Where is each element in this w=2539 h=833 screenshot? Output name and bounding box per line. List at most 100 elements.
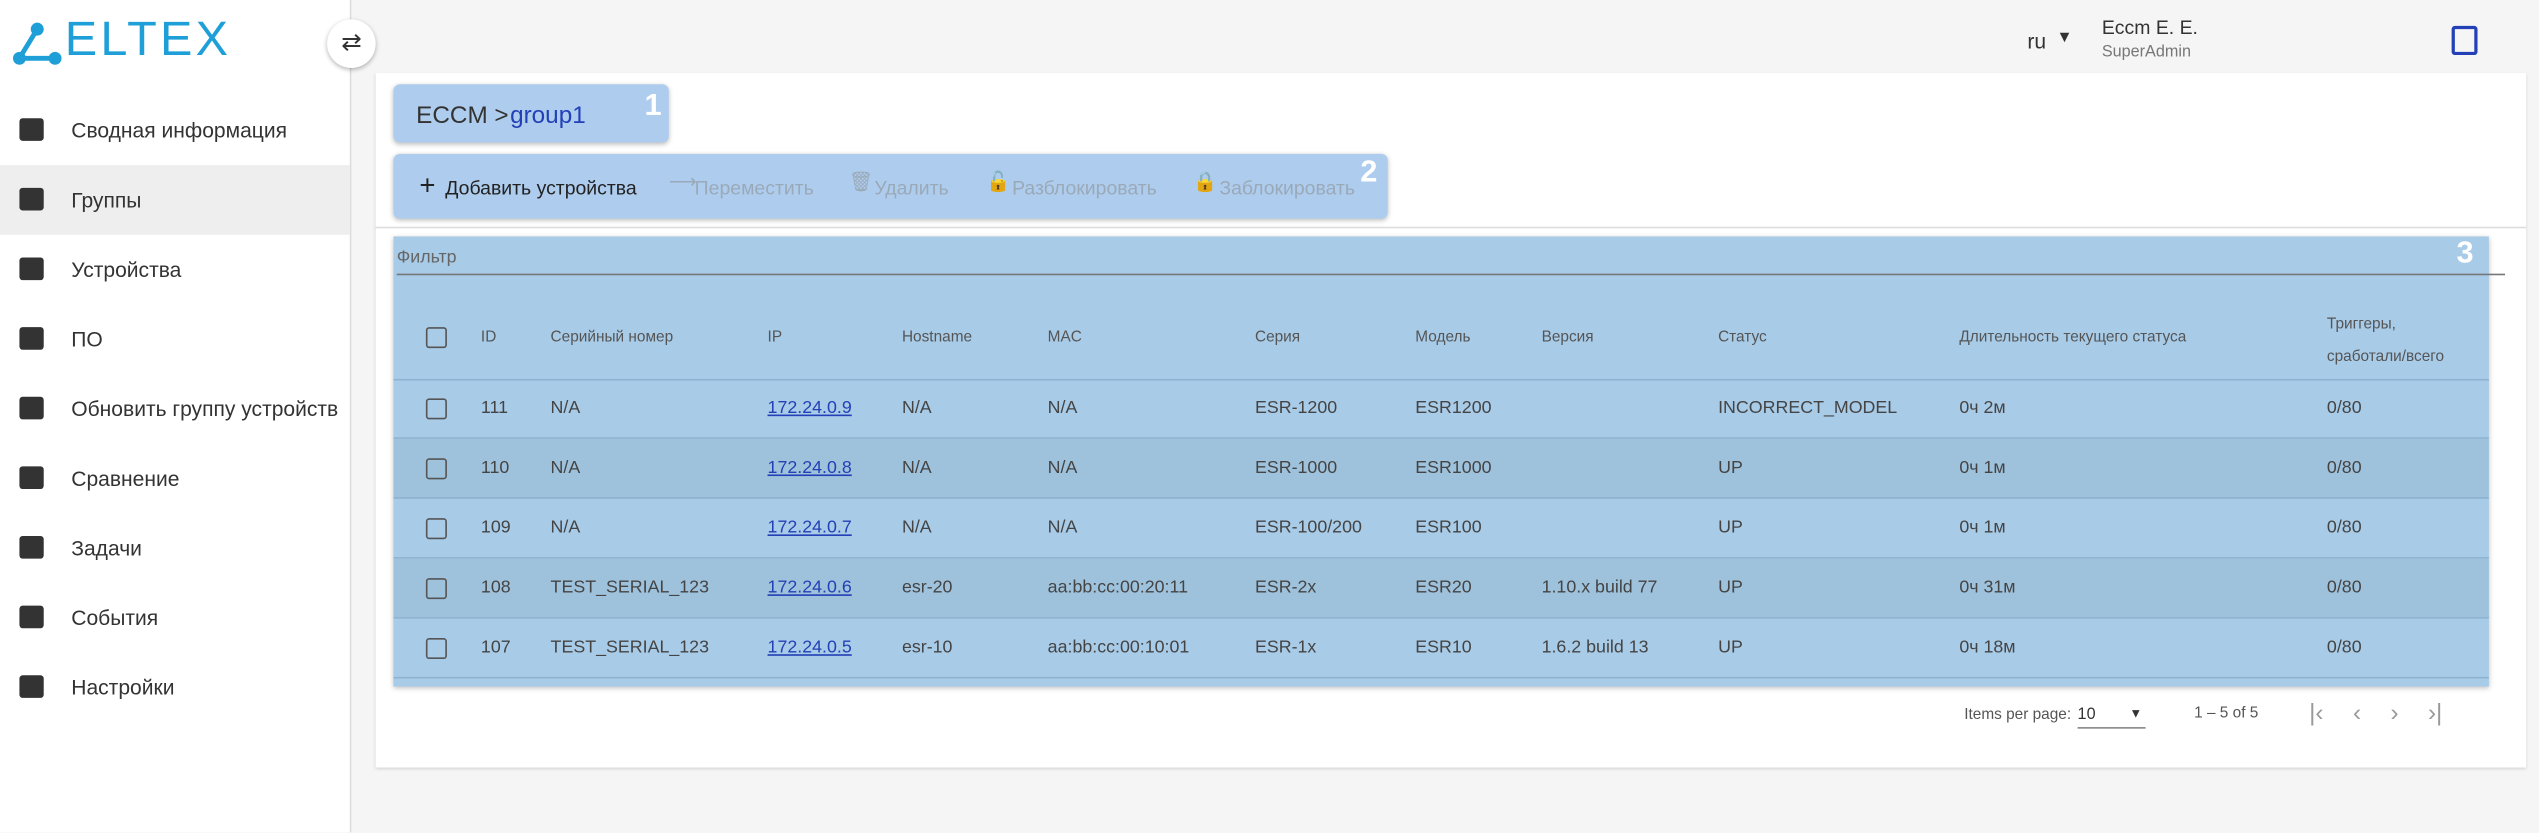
badge: 1 bbox=[644, 89, 662, 124]
checkbox[interactable] bbox=[425, 398, 447, 420]
nav-icon bbox=[19, 466, 44, 490]
cell: esr-20 bbox=[901, 578, 953, 598]
cell[interactable]: 172.24.0.5 bbox=[767, 638, 852, 658]
nav-item[interactable]: События bbox=[0, 583, 350, 653]
nav-item[interactable]: Группы bbox=[0, 165, 350, 235]
table-row bbox=[393, 379, 2489, 439]
cell: N/A bbox=[550, 518, 581, 538]
nav-item[interactable]: Задачи bbox=[0, 513, 350, 583]
caret: ▼ bbox=[2129, 706, 2143, 721]
cell: 109 bbox=[480, 518, 511, 538]
column-header[interactable]: Модель bbox=[1415, 328, 1471, 347]
header-line bbox=[393, 378, 2489, 381]
filter-line bbox=[396, 273, 2506, 276]
cell: ESR1000 bbox=[1415, 458, 1492, 478]
cell: aa:bb:cc:00:10:01 bbox=[1047, 638, 1190, 658]
filter[interactable]: Фильтр bbox=[396, 247, 457, 268]
cell: 0ч 31м bbox=[1959, 578, 2016, 598]
cell: aa:bb:cc:00:20:11 bbox=[1047, 578, 1189, 598]
logout[interactable] bbox=[2451, 25, 2478, 56]
page-size[interactable]: 10 ▼ bbox=[2077, 706, 2146, 729]
checkbox[interactable] bbox=[425, 327, 447, 349]
cell[interactable]: 172.24.0.9 bbox=[767, 398, 852, 418]
cell: UP bbox=[1718, 638, 1743, 658]
cell: UP bbox=[1718, 458, 1743, 478]
cell: N/A bbox=[550, 398, 581, 418]
cell: 107 bbox=[480, 638, 511, 658]
cell: ESR-1200 bbox=[1254, 398, 1338, 418]
cell: 1.10.x build 77 bbox=[1541, 578, 1658, 598]
cell: 0/80 bbox=[2326, 398, 2362, 418]
cell: 1.6.2 build 13 bbox=[1541, 638, 1649, 658]
nav-label: Задачи bbox=[71, 535, 142, 561]
toolbar-icon: + bbox=[419, 170, 436, 201]
table-row bbox=[393, 558, 2489, 619]
toolbar-icon: 🔓 bbox=[986, 170, 1011, 193]
column-header[interactable]: Hostname bbox=[901, 328, 973, 347]
toolbar-icon: 🗑 bbox=[848, 170, 874, 193]
nav-item[interactable]: ПО bbox=[0, 304, 350, 374]
toggle-sidebar[interactable]: ⇄ bbox=[327, 19, 376, 69]
column-header[interactable]: ID bbox=[480, 328, 497, 347]
nav-item[interactable]: Сводная информация bbox=[0, 96, 350, 166]
column-header[interactable]: Статус bbox=[1718, 328, 1767, 347]
toolbar-button[interactable]: Добавить устройства bbox=[445, 176, 637, 200]
checkbox[interactable] bbox=[425, 518, 447, 540]
cell: 0/80 bbox=[2326, 458, 2362, 478]
bc-current[interactable]: group1 bbox=[510, 102, 586, 130]
nav-item[interactable]: Устройства bbox=[0, 235, 350, 305]
column-header[interactable]: Длительность текущего статуса bbox=[1959, 328, 2187, 347]
cell[interactable]: 172.24.0.8 bbox=[767, 458, 852, 478]
cell: ESR-1x bbox=[1254, 638, 1317, 658]
checkbox[interactable] bbox=[425, 638, 447, 660]
cell[interactable]: 172.24.0.6 bbox=[767, 578, 852, 598]
toolbar-button[interactable]: Переместить bbox=[694, 176, 814, 200]
language[interactable]: ru bbox=[2027, 29, 2047, 54]
nav-item[interactable]: Сравнение bbox=[0, 444, 350, 514]
nav-item[interactable]: Настройки bbox=[0, 653, 350, 723]
cell: ESR1200 bbox=[1415, 398, 1492, 418]
cell: 0ч 1м bbox=[1959, 458, 2006, 478]
cell: 111 bbox=[480, 398, 509, 418]
column-header[interactable]: IP bbox=[767, 328, 783, 347]
cell: 110 bbox=[480, 458, 510, 478]
page-size-value: 10 bbox=[2077, 706, 2096, 724]
column-header[interactable]: Серийный номер bbox=[550, 328, 674, 347]
cell: ESR100 bbox=[1415, 518, 1482, 538]
cell: 0/80 bbox=[2326, 578, 2362, 598]
cell: N/A bbox=[901, 398, 932, 418]
column-header[interactable]: Серия bbox=[1254, 328, 1301, 347]
cell: 0/80 bbox=[2326, 638, 2362, 658]
cell: ESR-2x bbox=[1254, 578, 1317, 598]
user-name: Eccm E. E. bbox=[2101, 16, 2198, 39]
table-row bbox=[393, 499, 2489, 559]
nav-label: События bbox=[71, 605, 159, 630]
nav-label: Настройки bbox=[71, 675, 175, 700]
checkbox[interactable] bbox=[425, 578, 447, 600]
cell: N/A bbox=[550, 458, 581, 478]
page-size-label: Items per page: bbox=[1964, 706, 2072, 724]
cell[interactable]: 172.24.0.7 bbox=[767, 518, 852, 538]
column-header[interactable]: MAC bbox=[1047, 328, 1082, 347]
cell: UP bbox=[1718, 578, 1743, 598]
cell: INCORRECT_MODEL bbox=[1718, 398, 1898, 418]
cell: N/A bbox=[901, 458, 932, 478]
table-row bbox=[393, 619, 2489, 679]
pager-nav[interactable]: |‹ ‹ › ›| bbox=[2309, 699, 2443, 728]
page-range: 1 – 5 of 5 bbox=[2194, 704, 2259, 723]
toolbar-button[interactable]: Удалить bbox=[874, 176, 949, 200]
badge: 2 bbox=[1360, 155, 1378, 190]
cell: esr-10 bbox=[901, 638, 953, 658]
cell: ESR-1000 bbox=[1254, 458, 1338, 478]
table-row bbox=[393, 438, 2489, 499]
logo-icon bbox=[12, 22, 62, 65]
nav-item[interactable]: Обновить группу устройств bbox=[0, 374, 350, 444]
cell: ESR-100/200 bbox=[1254, 518, 1362, 538]
cell: N/A bbox=[1047, 458, 1078, 478]
toolbar-button[interactable]: Разблокировать bbox=[1012, 176, 1157, 200]
toolbar-button[interactable]: Заблокировать bbox=[1219, 176, 1355, 200]
checkbox[interactable] bbox=[425, 458, 447, 480]
column-header[interactable]: Версия bbox=[1541, 328, 1594, 347]
